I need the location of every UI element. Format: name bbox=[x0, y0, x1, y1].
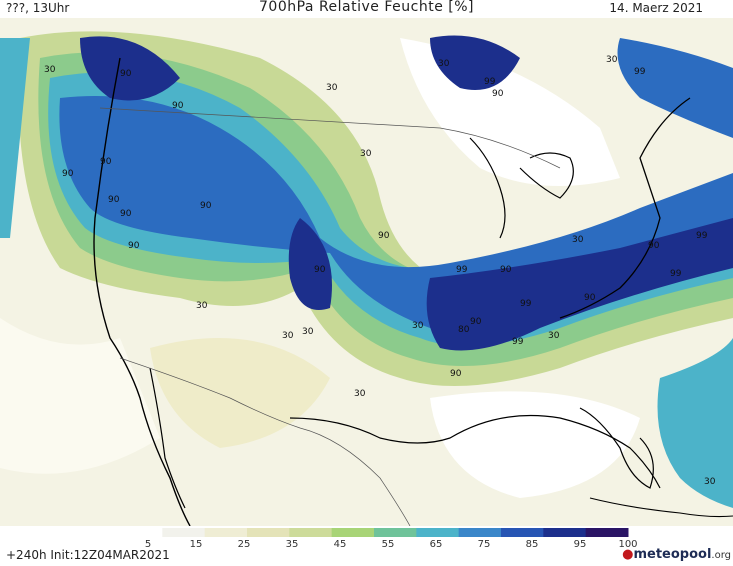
colorbar-tick-label: 85 bbox=[526, 539, 539, 548]
contour-label: 30 bbox=[704, 477, 716, 487]
moist-core-plains bbox=[288, 218, 332, 310]
colorbar-swatch bbox=[374, 528, 417, 537]
valid-date-label: 14. Maerz 2021 bbox=[609, 1, 703, 15]
contour-label: 99 bbox=[456, 265, 468, 275]
colorbar-swatch bbox=[543, 528, 587, 537]
great-lakes-outline bbox=[469, 137, 574, 239]
contour-label: 90 bbox=[314, 265, 326, 275]
humidity-map: 30 90 90 90 90 90 90 90 90 90 30 30 30 3… bbox=[0, 18, 733, 526]
florida-coast bbox=[579, 407, 654, 489]
contour-label: 99 bbox=[634, 67, 646, 77]
colorbar: 5 15 25 35 45 55 65 75 85 95 100 bbox=[0, 526, 733, 566]
contour-label: 80 bbox=[458, 325, 470, 335]
dry-zone-pacific bbox=[0, 318, 160, 474]
colorbar-swatch bbox=[331, 528, 375, 537]
colorbar-swatch bbox=[162, 528, 206, 537]
moist-zone-caribbean bbox=[657, 338, 733, 508]
colorbar-swatch bbox=[585, 528, 629, 537]
moist-core-northeast bbox=[617, 38, 733, 138]
baja-california-coast bbox=[149, 367, 186, 509]
gulf-coastline bbox=[289, 414, 661, 489]
colorbar-swatch bbox=[247, 528, 290, 537]
contour-label: 90 bbox=[470, 317, 482, 327]
colorbar-ticks: 5 15 25 35 45 55 65 75 85 95 100 bbox=[145, 539, 638, 550]
cuba-outline bbox=[589, 497, 733, 518]
contour-label: 90 bbox=[120, 69, 132, 79]
logo-suffix: .org bbox=[711, 550, 731, 561]
colorbar-tick-label: 45 bbox=[334, 539, 347, 548]
colorbar-tick-label: 75 bbox=[478, 539, 491, 548]
contour-label: 90 bbox=[108, 195, 120, 205]
contour-label: 30 bbox=[360, 149, 372, 159]
contour-label: 30 bbox=[572, 235, 584, 245]
contour-label: 30 bbox=[196, 301, 208, 311]
moist-core-southeast bbox=[426, 218, 733, 351]
colorbar-tick-label: 65 bbox=[430, 539, 443, 548]
colorbar-swatch bbox=[416, 528, 460, 537]
moist-zone-pacific-edge bbox=[0, 38, 30, 238]
meteopool-logo[interactable]: ●meteopool.org bbox=[622, 547, 731, 562]
contour-label: 90 bbox=[584, 293, 596, 303]
contour-label: 90 bbox=[200, 201, 212, 211]
colorbar-tick-label: 95 bbox=[574, 539, 587, 548]
contour-label: 90 bbox=[62, 169, 74, 179]
colorbar-swatch bbox=[120, 528, 163, 537]
contour-label: 90 bbox=[450, 369, 462, 379]
contour-label: 30 bbox=[282, 331, 294, 341]
canada-us-border bbox=[99, 107, 561, 169]
colorbar-swatch bbox=[458, 528, 502, 537]
colorbar-tick-label: 100 bbox=[618, 539, 637, 548]
logo-text: meteopool bbox=[633, 547, 712, 562]
contour-label: 99 bbox=[520, 299, 532, 309]
contour-label: 30 bbox=[548, 331, 560, 341]
colorbar-tick-label: 35 bbox=[286, 539, 299, 548]
contour-label: 30 bbox=[302, 327, 314, 337]
contour-label: 99 bbox=[696, 231, 708, 241]
contour-label: 30 bbox=[606, 55, 618, 65]
contour-label-group: 30 90 90 90 90 90 90 90 90 90 30 30 30 3… bbox=[44, 55, 716, 487]
contour-label: 30 bbox=[412, 321, 424, 331]
contour-label: 90 bbox=[128, 241, 140, 251]
colorbar-tick-label: 5 bbox=[145, 539, 151, 548]
moist-core-canada bbox=[430, 35, 520, 90]
contour-label: 90 bbox=[100, 157, 112, 167]
colorbar-tick-label: 55 bbox=[382, 539, 395, 548]
contour-label: 90 bbox=[648, 241, 660, 251]
contour-label: 99 bbox=[512, 337, 524, 347]
logo-mark-icon: ● bbox=[622, 547, 634, 562]
colorbar-swatches bbox=[120, 528, 629, 537]
contour-label: 90 bbox=[172, 101, 184, 111]
contour-label: 99 bbox=[670, 269, 682, 279]
colorbar-swatch bbox=[501, 528, 544, 537]
dry-zone-gulf bbox=[430, 391, 640, 498]
contour-label: 30 bbox=[326, 83, 338, 93]
valid-time-label: ???, 13Uhr bbox=[6, 1, 70, 15]
header-bar: ???, 13Uhr 700hPa Relative Feuchte [%] 1… bbox=[0, 0, 733, 18]
pacific-coastline bbox=[93, 57, 191, 526]
contour-label: 90 bbox=[378, 231, 390, 241]
moist-core-northwest bbox=[80, 36, 180, 101]
contour-label: 99 bbox=[484, 77, 496, 87]
map-title: 700hPa Relative Feuchte [%] bbox=[259, 0, 474, 15]
run-info: +240h Init:12Z04MAR2021 bbox=[6, 548, 170, 562]
contour-label: 90 bbox=[120, 209, 132, 219]
us-mexico-border bbox=[119, 357, 411, 526]
contour-label: 30 bbox=[44, 65, 56, 75]
colorbar-swatch bbox=[204, 528, 248, 537]
contour-label: 90 bbox=[500, 265, 512, 275]
contour-label: 90 bbox=[492, 89, 504, 99]
colorbar-scale: 5 15 25 35 45 55 65 75 85 95 100 bbox=[120, 528, 638, 550]
colorbar-tick-label: 15 bbox=[190, 539, 203, 548]
contour-label: 30 bbox=[438, 59, 450, 69]
atlantic-coastline bbox=[559, 97, 691, 319]
dry-zone-southwest bbox=[150, 338, 330, 448]
colorbar-swatch bbox=[289, 528, 333, 537]
colorbar-tick-label: 25 bbox=[238, 539, 251, 548]
contour-label: 30 bbox=[354, 389, 366, 399]
